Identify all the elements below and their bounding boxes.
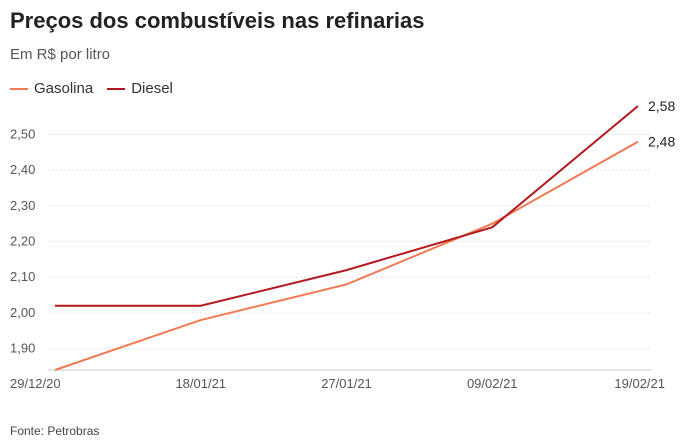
y-tick-label: 2,10	[10, 269, 35, 284]
series-line-gasolina	[54, 140, 639, 371]
y-tick-label: 1,90	[10, 341, 35, 356]
y-tick-label: 2,50	[10, 127, 35, 142]
chart-title: Preços dos combustíveis nas refinarias	[10, 8, 425, 33]
y-tick-label: 2,00	[10, 305, 35, 320]
x-tick-label: 27/01/21	[321, 376, 372, 391]
legend-item-diesel: Diesel	[107, 80, 173, 97]
end-value-label-gasolina: 2,48	[648, 134, 675, 150]
x-tick-label: 18/01/21	[175, 376, 226, 391]
x-tick-label: 09/02/21	[467, 376, 518, 391]
legend-swatch-gasolina	[10, 87, 28, 90]
series-line-diesel	[55, 105, 639, 307]
end-value-label-diesel: 2,58	[648, 98, 675, 114]
legend-label-diesel: Diesel	[131, 80, 173, 97]
x-tick-label: 29/12/20	[10, 376, 61, 391]
y-tick-label: 2,40	[10, 162, 35, 177]
legend-label-gasolina: Gasolina	[34, 80, 94, 97]
x-tick-label: 19/02/21	[614, 376, 665, 391]
y-tick-label: 2,20	[10, 234, 35, 249]
y-tick-label: 2,30	[10, 198, 35, 213]
legend-swatch-diesel	[107, 87, 126, 90]
chart-subtitle: Em R$ por litro	[10, 46, 111, 63]
chart-legend: Gasolina Diesel	[10, 80, 187, 97]
source-note: Fonte: Petrobras	[10, 424, 100, 438]
legend-item-gasolina: Gasolina	[10, 80, 93, 97]
